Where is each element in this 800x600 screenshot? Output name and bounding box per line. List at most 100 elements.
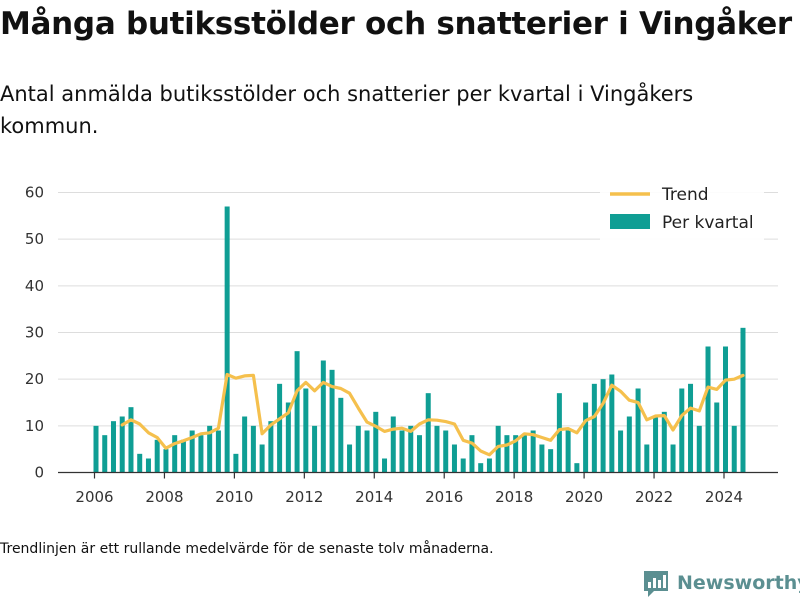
bar[interactable] — [618, 430, 624, 473]
bar[interactable] — [626, 416, 632, 473]
bar-series-per-kvartal — [93, 206, 746, 473]
y-axis-ticks: 0 10 20 30 40 50 60 — [25, 184, 44, 482]
bar[interactable] — [644, 444, 650, 473]
bar[interactable] — [416, 435, 422, 473]
bar[interactable] — [469, 435, 475, 473]
bar[interactable] — [172, 435, 178, 473]
bar[interactable] — [583, 402, 589, 473]
bar[interactable] — [189, 430, 195, 473]
x-tick-label: 2014 — [355, 488, 393, 506]
bar[interactable] — [740, 327, 746, 473]
legend[interactable]: Trend Per kvartal — [600, 180, 764, 244]
legend-bar-swatch — [610, 214, 650, 229]
bar[interactable] — [180, 439, 186, 473]
bar[interactable] — [224, 206, 230, 473]
bar[interactable] — [93, 425, 99, 473]
bar[interactable] — [408, 425, 414, 473]
bar[interactable] — [609, 374, 615, 473]
bar[interactable] — [539, 444, 545, 473]
bar[interactable] — [731, 425, 737, 473]
bar[interactable] — [250, 425, 256, 473]
bar[interactable] — [242, 416, 248, 473]
bar[interactable] — [443, 430, 449, 473]
y-tick-label: 10 — [25, 417, 44, 435]
y-tick-label: 40 — [25, 277, 44, 295]
bar[interactable] — [355, 425, 361, 473]
bar[interactable] — [495, 425, 501, 473]
bar[interactable] — [504, 435, 510, 473]
x-axis-ticks: 2006 2008 2010 2012 2014 2016 2018 2020 2022 2024 — [75, 472, 743, 506]
newsworthy-logo[interactable]: Newsworthy — [644, 569, 800, 597]
bar[interactable] — [154, 439, 160, 473]
bar[interactable] — [399, 430, 405, 473]
bar[interactable] — [364, 430, 370, 473]
bar[interactable] — [373, 411, 379, 473]
bar[interactable] — [425, 393, 431, 473]
bar[interactable] — [277, 383, 283, 473]
bar[interactable] — [670, 444, 676, 473]
bar[interactable] — [198, 435, 204, 473]
bar[interactable] — [312, 425, 318, 473]
bar[interactable] — [591, 383, 597, 473]
bar[interactable] — [110, 421, 116, 473]
bar[interactable] — [285, 402, 291, 473]
x-tick-label: 2020 — [565, 488, 603, 506]
bar[interactable] — [705, 346, 711, 473]
bar[interactable] — [233, 453, 239, 473]
y-tick-label: 30 — [25, 324, 44, 342]
bar[interactable] — [714, 402, 720, 473]
bar[interactable] — [513, 435, 519, 473]
bar[interactable] — [723, 346, 728, 473]
y-tick-label: 50 — [25, 230, 44, 248]
brand-name: Newsworthy — [677, 572, 800, 594]
bar[interactable] — [679, 388, 685, 473]
bar[interactable] — [137, 453, 143, 473]
bar[interactable] — [661, 411, 667, 473]
bar[interactable] — [347, 444, 353, 473]
bar[interactable] — [434, 425, 440, 473]
y-tick-label: 0 — [34, 464, 44, 482]
bar[interactable] — [635, 388, 641, 473]
x-tick-label: 2016 — [425, 488, 463, 506]
bar[interactable] — [338, 397, 344, 473]
x-tick-label: 2006 — [75, 488, 113, 506]
bar[interactable] — [600, 379, 606, 473]
bar[interactable] — [565, 430, 571, 473]
bar[interactable] — [556, 393, 562, 473]
bar[interactable] — [303, 388, 309, 473]
bar[interactable] — [145, 458, 151, 473]
x-tick-label: 2024 — [705, 488, 743, 506]
bar[interactable] — [207, 425, 213, 473]
chart-title: Många butiksstölder och snatterier i Vin… — [0, 6, 792, 42]
bar[interactable] — [530, 430, 536, 473]
bar[interactable] — [548, 449, 554, 473]
bar[interactable] — [268, 421, 274, 473]
bar[interactable] — [460, 458, 466, 473]
bar[interactable] — [486, 458, 492, 473]
bar[interactable] — [215, 430, 221, 473]
bar[interactable] — [478, 463, 484, 473]
bar[interactable] — [521, 435, 527, 473]
bar[interactable] — [128, 407, 134, 473]
trend-line[interactable] — [120, 372, 745, 457]
bar[interactable] — [259, 444, 265, 473]
bar[interactable] — [390, 416, 396, 473]
x-tick-label: 2018 — [495, 488, 533, 506]
bar[interactable] — [653, 416, 659, 473]
x-tick-label: 2022 — [635, 488, 673, 506]
bar[interactable] — [382, 458, 388, 473]
bar[interactable] — [574, 463, 580, 473]
x-tick-label: 2008 — [145, 488, 183, 506]
bar[interactable] — [294, 351, 300, 473]
line-series-trend — [120, 372, 745, 457]
bar[interactable] — [320, 360, 326, 473]
bar[interactable] — [688, 383, 694, 473]
x-tick-label: 2012 — [285, 488, 323, 506]
bar[interactable] — [696, 425, 702, 473]
bar[interactable] — [119, 416, 125, 473]
bar[interactable] — [163, 449, 169, 473]
bar[interactable] — [329, 369, 335, 473]
bar[interactable] — [451, 444, 457, 473]
bar[interactable] — [102, 435, 108, 473]
